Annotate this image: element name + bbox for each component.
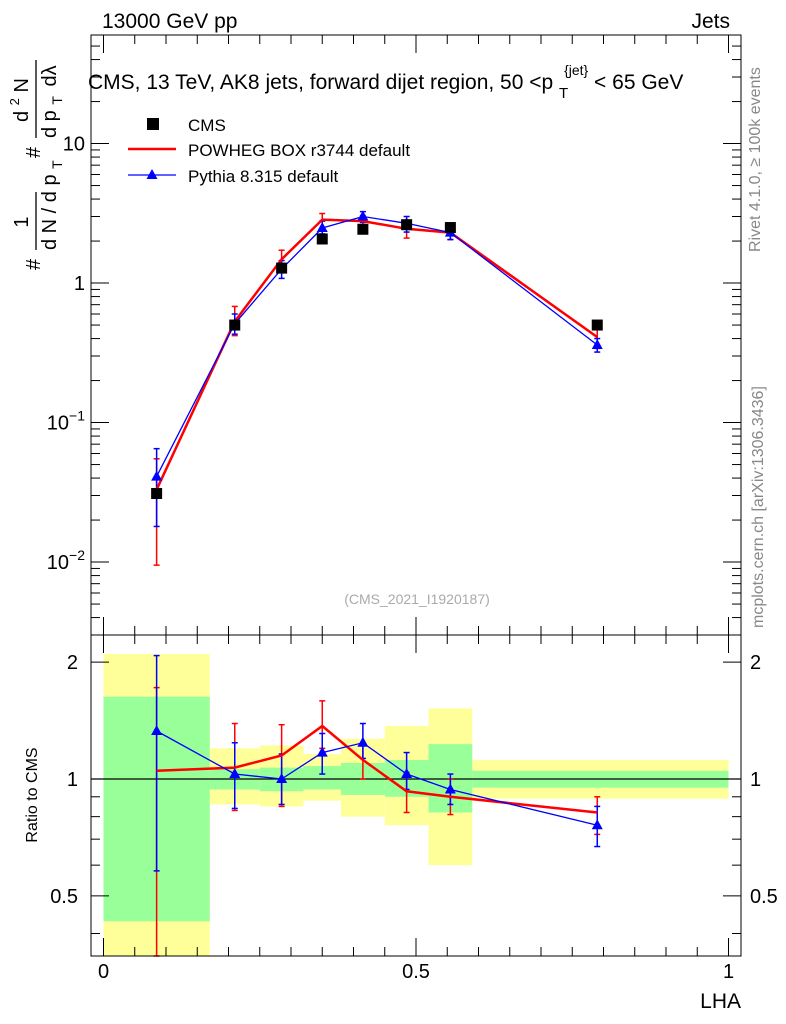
main-cms-point (151, 488, 163, 500)
main-cms-point (229, 319, 241, 331)
ratio-x-tick-label: 0.5 (402, 961, 430, 983)
main-y-tick-base: 10 (47, 413, 69, 435)
title-main: CMS, 13 TeV, AK8 jets, forward dijet reg… (88, 71, 553, 94)
main-y-tick-base: 10 (47, 552, 69, 574)
ratio-powheg-line (156, 724, 598, 814)
main-plot-area (151, 210, 603, 566)
ratio-y-tick-label: 1 (67, 769, 78, 791)
ratio-pythia-point (444, 783, 456, 794)
ratio-x-ticks: 0 0.5 1 (98, 635, 734, 983)
ylabel-two: 2 (7, 98, 22, 105)
main-pythia-point (357, 210, 369, 221)
x-axis-label: LHA (700, 990, 741, 1013)
plot-title: CMS, 13 TeV, AK8 jets, forward dijet reg… (88, 57, 683, 103)
main-pythia-point (316, 222, 328, 233)
main-cms-point (316, 233, 328, 245)
ylabel-hash-2: # (23, 146, 45, 158)
mcplots-label: mcplots.cern.ch [arXiv:1306.3436] (750, 386, 767, 628)
ratio-pythia-point (401, 768, 413, 779)
ratio-pythia-point (591, 819, 603, 830)
svg-text:CMS, 13 TeV, AK8 jets, forward: CMS, 13 TeV, AK8 jets, forward dijet reg… (88, 57, 683, 103)
legend-pythia-marker (146, 169, 158, 179)
main-y-tick-label: 1 (74, 273, 85, 295)
main-y-tick-label: 10−2 (47, 547, 85, 574)
energy-label: 13000 GeV pp (102, 10, 237, 33)
rivet-label: Rivet 4.1.0, ≥ 100k events (747, 67, 764, 252)
ylabel-t-2: T (49, 96, 65, 105)
ratio-pythia-point (276, 773, 288, 784)
svg-text:d N / d p T: d N / d p T (39, 160, 65, 250)
main-cms-point (357, 223, 369, 235)
ratio-panel: 0.5 0.51 12 2 0 0.5 1 Ratio to CMS LHA (24, 634, 778, 1013)
ratio-pythia-point (151, 724, 163, 735)
ylabel-t-1: T (49, 160, 65, 169)
main-pythia-line (156, 215, 598, 477)
ratio-y-tick-label-right: 0.5 (750, 886, 778, 908)
ylabel-dn-dpt: d N / d p (39, 174, 61, 250)
ratio-plot-area (91, 653, 741, 957)
main-cms-point (591, 319, 603, 331)
main-cms-point (444, 222, 456, 234)
main-y-tick-label: 10 (63, 134, 85, 156)
main-cms-point (401, 219, 413, 231)
svg-text:d 2 N: d 2 N (2, 78, 33, 122)
main-y-tick-exp: −1 (69, 408, 85, 424)
main-y-axis-label: # 1 d N / d p T # d 2 N d p T dλ (2, 60, 67, 270)
watermark: (CMS_2021_I1920187) (344, 591, 490, 607)
title-end: < 65 GeV (594, 71, 683, 94)
ratio-x-tick-label: 0 (98, 961, 109, 983)
ratio-pythia-point (229, 768, 241, 779)
main-powheg-line (155, 218, 599, 491)
ratio-y-tick-label-right: 1 (750, 769, 761, 791)
ylabel-one: 1 (11, 216, 33, 227)
main-cms-point (276, 262, 288, 274)
category-label: Jets (691, 10, 730, 33)
main-y-tick-base: 10 (63, 134, 85, 156)
svg-text:d p T dλ: d p T dλ (39, 65, 67, 138)
ratio-y-tick-label: 0.5 (50, 886, 78, 908)
legend-pythia-label: Pythia 8.315 default (188, 167, 339, 186)
ratio-y-tick-label-right: 2 (750, 652, 761, 674)
main-y-tick-label: 10−1 (47, 408, 85, 435)
ratio-y-ticks: 0.5 0.5 1 1 2 2 (50, 652, 778, 934)
main-pythia-point (591, 338, 603, 349)
title-sup: {jet} (564, 62, 588, 78)
main-pythia-point (151, 470, 163, 481)
ratio-y-axis-label: Ratio to CMS (24, 747, 41, 842)
ylabel-dlambda: dλ (39, 65, 61, 86)
ratio-band-inner (303, 766, 341, 790)
ratio-pythia-line (156, 730, 598, 826)
ylabel-dpt: d p (39, 110, 61, 138)
ratio-pythia-point (316, 746, 328, 757)
ratio-pythia-point (357, 736, 369, 747)
legend: CMS POWHEG BOX r3744 default Pythia 8.31… (128, 116, 410, 186)
ratio-y-tick-label: 2 (67, 652, 78, 674)
title-sub: T (559, 85, 568, 102)
ylabel-hash-1: # (23, 258, 45, 270)
ylabel-n: N (11, 78, 33, 92)
ylabel-d: d (11, 111, 33, 122)
legend-cms-label: CMS (188, 116, 226, 135)
legend-powheg-label: POWHEG BOX r3744 default (188, 141, 410, 160)
main-x-ticks (103, 35, 729, 635)
main-y-tick-exp: −2 (69, 547, 85, 563)
main-y-tick-base: 1 (74, 273, 85, 295)
legend-cms-marker (147, 118, 159, 130)
ratio-x-tick-label: 1 (723, 961, 734, 983)
